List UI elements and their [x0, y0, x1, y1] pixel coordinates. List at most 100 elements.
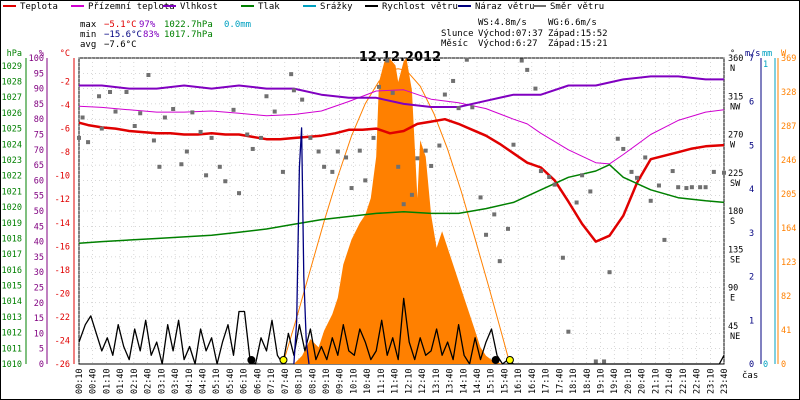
wind-direction-point — [204, 173, 209, 178]
wind-direction-point — [330, 169, 335, 174]
wind-direction-point — [519, 58, 524, 63]
dir-tick-value: 90 — [728, 284, 738, 294]
y-tick-hpa: 1015 — [2, 282, 22, 292]
y-tick-pct: 40 — [34, 238, 44, 248]
dir-tick-value: 315 — [728, 92, 743, 102]
stats-min-temp: −15.6°C — [104, 30, 142, 40]
wind-direction-point — [580, 173, 585, 178]
y-title-pct: % — [39, 49, 44, 59]
x-tick-label: 13:40 — [446, 368, 456, 394]
wind-direction-point — [478, 195, 483, 200]
wind-direction-point — [217, 164, 222, 169]
wind-direction-point — [634, 175, 639, 180]
y-tick-pct: 10 — [34, 329, 44, 339]
wind-direction-point — [670, 169, 675, 174]
x-tick-label: 13:10 — [432, 368, 442, 394]
x-tick-label: 02:10 — [130, 368, 140, 394]
dir-tick-value: 45 — [728, 322, 738, 332]
x-tick-label: 19:40 — [610, 368, 620, 394]
y-tick-c: -16 — [55, 242, 70, 252]
wind-direction-point — [132, 124, 137, 128]
wind-direction-point — [711, 169, 716, 174]
wind-direction-point — [357, 148, 362, 153]
wind-direction-point — [722, 170, 726, 175]
y-tick-c: -2 — [60, 78, 70, 88]
wind-direction-point — [409, 192, 414, 197]
wind-direction-point — [662, 237, 667, 242]
y-tick-pct: 20 — [34, 299, 44, 309]
moon-set: Západ:15:21 — [548, 39, 608, 49]
ms-tick: 0 — [749, 360, 754, 370]
wind-direction-point — [615, 136, 620, 141]
wind-direction-point — [171, 107, 176, 111]
x-tick-label: 21:40 — [665, 368, 675, 394]
x-tick-label: 18:40 — [583, 368, 593, 394]
wind-direction-point — [198, 129, 203, 134]
stats-max-precip: 0.0mm — [224, 20, 251, 30]
wind-direction-point — [464, 57, 469, 62]
y-tick-c: -12 — [55, 195, 70, 205]
wind-direction-point — [497, 259, 502, 264]
y-tick-pct: 35 — [34, 253, 44, 263]
y-title-ms: m/s — [745, 49, 760, 59]
wind-direction-point — [525, 67, 530, 72]
w-tick: 123 — [781, 258, 796, 268]
y-tick-pct: 100 — [29, 54, 44, 64]
dir-tick-name: SW — [730, 179, 741, 189]
x-tick-label: 14:10 — [459, 368, 469, 394]
x-tick-label: 08:10 — [295, 368, 305, 394]
legend-label-precipitation: Srážky — [320, 2, 353, 12]
stats-max-hum: 97% — [139, 20, 156, 30]
x-tick-label: 11:40 — [391, 368, 401, 394]
x-tick-label: 17:40 — [555, 368, 565, 394]
wind-direction-point — [429, 163, 434, 168]
dir-tick-value: 270 — [728, 131, 743, 141]
stats-min-press: 1017.7hPa — [164, 30, 213, 40]
wind-direction-point — [363, 178, 368, 183]
legend-label-wind_gust: Náraz větru — [475, 2, 535, 12]
ms-tick: 5 — [749, 141, 754, 151]
wind-direction-point — [538, 169, 543, 174]
y-tick-pct: 50 — [34, 207, 44, 217]
wind-ws: WS:4.8m/s — [478, 18, 527, 28]
wind-direction-point — [511, 142, 516, 147]
stats-max-label: max — [80, 20, 97, 30]
x-tick-label: 06:10 — [240, 368, 250, 394]
y-tick-hpa: 1016 — [2, 266, 22, 276]
dir-tick-value: 180 — [728, 207, 743, 217]
ms-tick: 6 — [749, 98, 754, 108]
y-tick-hpa: 1023 — [2, 156, 22, 166]
marker-moonset — [491, 356, 500, 364]
x-tick-label: 23:40 — [720, 368, 730, 394]
y-tick-hpa: 1025 — [2, 125, 22, 135]
x-tick-label: 07:40 — [281, 368, 291, 394]
y-tick-pct: 95 — [34, 69, 44, 79]
x-axis-label: čas — [742, 370, 758, 381]
w-tick: 246 — [781, 156, 796, 166]
y-tick-hpa: 1026 — [2, 109, 22, 119]
x-tick-label: 03:40 — [171, 368, 181, 394]
y-tick-hpa: 1013 — [2, 313, 22, 323]
x-tick-label: 20:40 — [638, 368, 648, 394]
y-tick-pct: 85 — [34, 100, 44, 110]
series-wind_speed — [78, 297, 725, 365]
y-tick-c: -18 — [55, 266, 70, 276]
wind-direction-point — [643, 155, 648, 160]
wind-direction-point — [415, 156, 420, 161]
marker-moonrise — [247, 356, 256, 364]
x-tick-label: 11:10 — [377, 368, 387, 394]
wind-direction-point — [698, 185, 703, 190]
w-tick: 369 — [781, 54, 796, 64]
legend: Teplota Přízemní teplota Vlhkost Tlak Srážky… — [3, 2, 604, 12]
legend-label-wind_speed: Rychlost větru — [382, 2, 458, 12]
x-tick-label: 01:10 — [102, 368, 112, 394]
y-tick-hpa: 1021 — [2, 187, 22, 197]
wind-direction-point — [184, 149, 189, 154]
x-tick-label: 12:10 — [404, 368, 414, 394]
y-tick-hpa: 1019 — [2, 219, 22, 229]
wind-direction-point — [291, 88, 296, 93]
series-sunshine-area — [282, 58, 503, 364]
y-tick-hpa: 1028 — [2, 78, 22, 88]
x-tick-label: 00:10 — [75, 368, 85, 394]
wind-direction-point — [401, 202, 406, 207]
